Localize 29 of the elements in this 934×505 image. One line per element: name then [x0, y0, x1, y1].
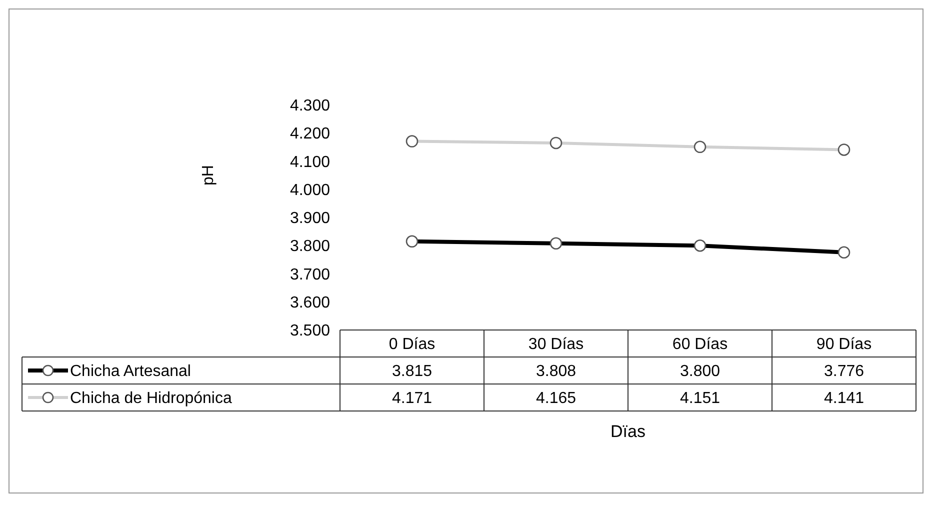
y-tick-label: 3.800 [290, 238, 330, 256]
point [838, 144, 850, 156]
data-label: 3.776 [824, 363, 864, 380]
data-label: 4.171 [392, 390, 432, 408]
data-label: 3.800 [680, 363, 720, 380]
point [694, 140, 706, 154]
y-tick-label: 4.100 [290, 154, 330, 171]
y-tick-label: 3.900 [290, 210, 330, 228]
y-tick-label: 4.300 [290, 98, 330, 115]
y-tick-label: 3.700 [290, 266, 330, 284]
data-label: 3.815 [392, 363, 432, 380]
x-tick-label: 90 Días [816, 336, 872, 354]
data-label: 4.141 [824, 390, 864, 408]
y-axis-title: pH [200, 165, 217, 186]
x-tick-label: 60 Días [672, 336, 728, 354]
data-label: 3.808 [536, 363, 576, 380]
legend-label: Chicha de Hidropónica [70, 390, 232, 408]
x-tick-label: 0 Días [388, 336, 436, 354]
y-tick-label: 3.600 [290, 294, 330, 312]
y-tick-label: 3.500 [290, 322, 330, 340]
y-tick-label: 4.200 [290, 126, 330, 143]
point [406, 135, 418, 148]
point [550, 136, 562, 150]
x-tick-label: 30 Días [528, 336, 584, 354]
x-axis-title: Dïas [610, 422, 646, 441]
y-tick-label: 4.000 [290, 182, 330, 199]
data-label: 4.165 [536, 390, 576, 408]
data-label: 4.151 [680, 390, 720, 408]
legend-label: Chicha Artesanal [70, 363, 191, 380]
